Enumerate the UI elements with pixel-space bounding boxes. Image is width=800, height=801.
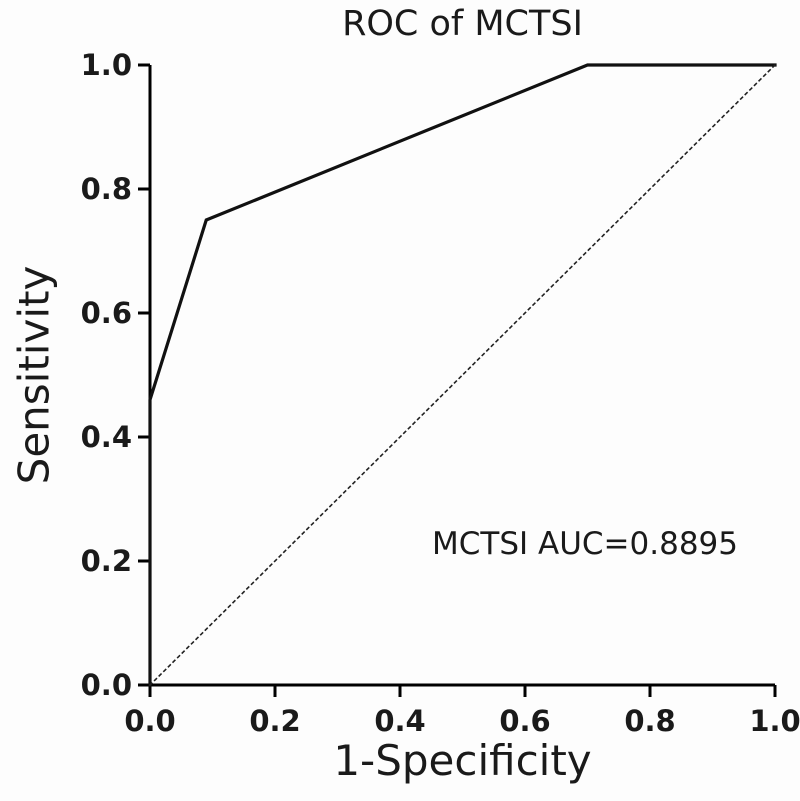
y-tick-label: 0.2 — [81, 544, 132, 578]
reference-diagonal — [148, 63, 777, 687]
x-tick-label: 0.6 — [499, 704, 550, 738]
y-tick-label: 0.8 — [81, 172, 132, 206]
x-tick-label: 0.8 — [624, 704, 675, 738]
x-axis-label: 1-Specificity — [333, 736, 592, 785]
chart-title: ROC of MCTSI — [342, 4, 583, 44]
mctsi-roc-curve — [148, 63, 777, 687]
y-tick-label: 0.6 — [81, 296, 132, 330]
x-tick-label: 0.0 — [124, 704, 175, 738]
auc-annotation: MCTSI AUC=0.8895 — [432, 526, 738, 562]
x-tick-label: 0.4 — [374, 704, 425, 738]
x-tick-label: 1.0 — [749, 704, 800, 738]
y-tick-label: 0.4 — [81, 420, 132, 454]
y-tick-label: 1.0 — [81, 48, 132, 82]
y-tick-label: 0.0 — [81, 668, 132, 702]
x-tick-label: 0.2 — [249, 704, 300, 738]
